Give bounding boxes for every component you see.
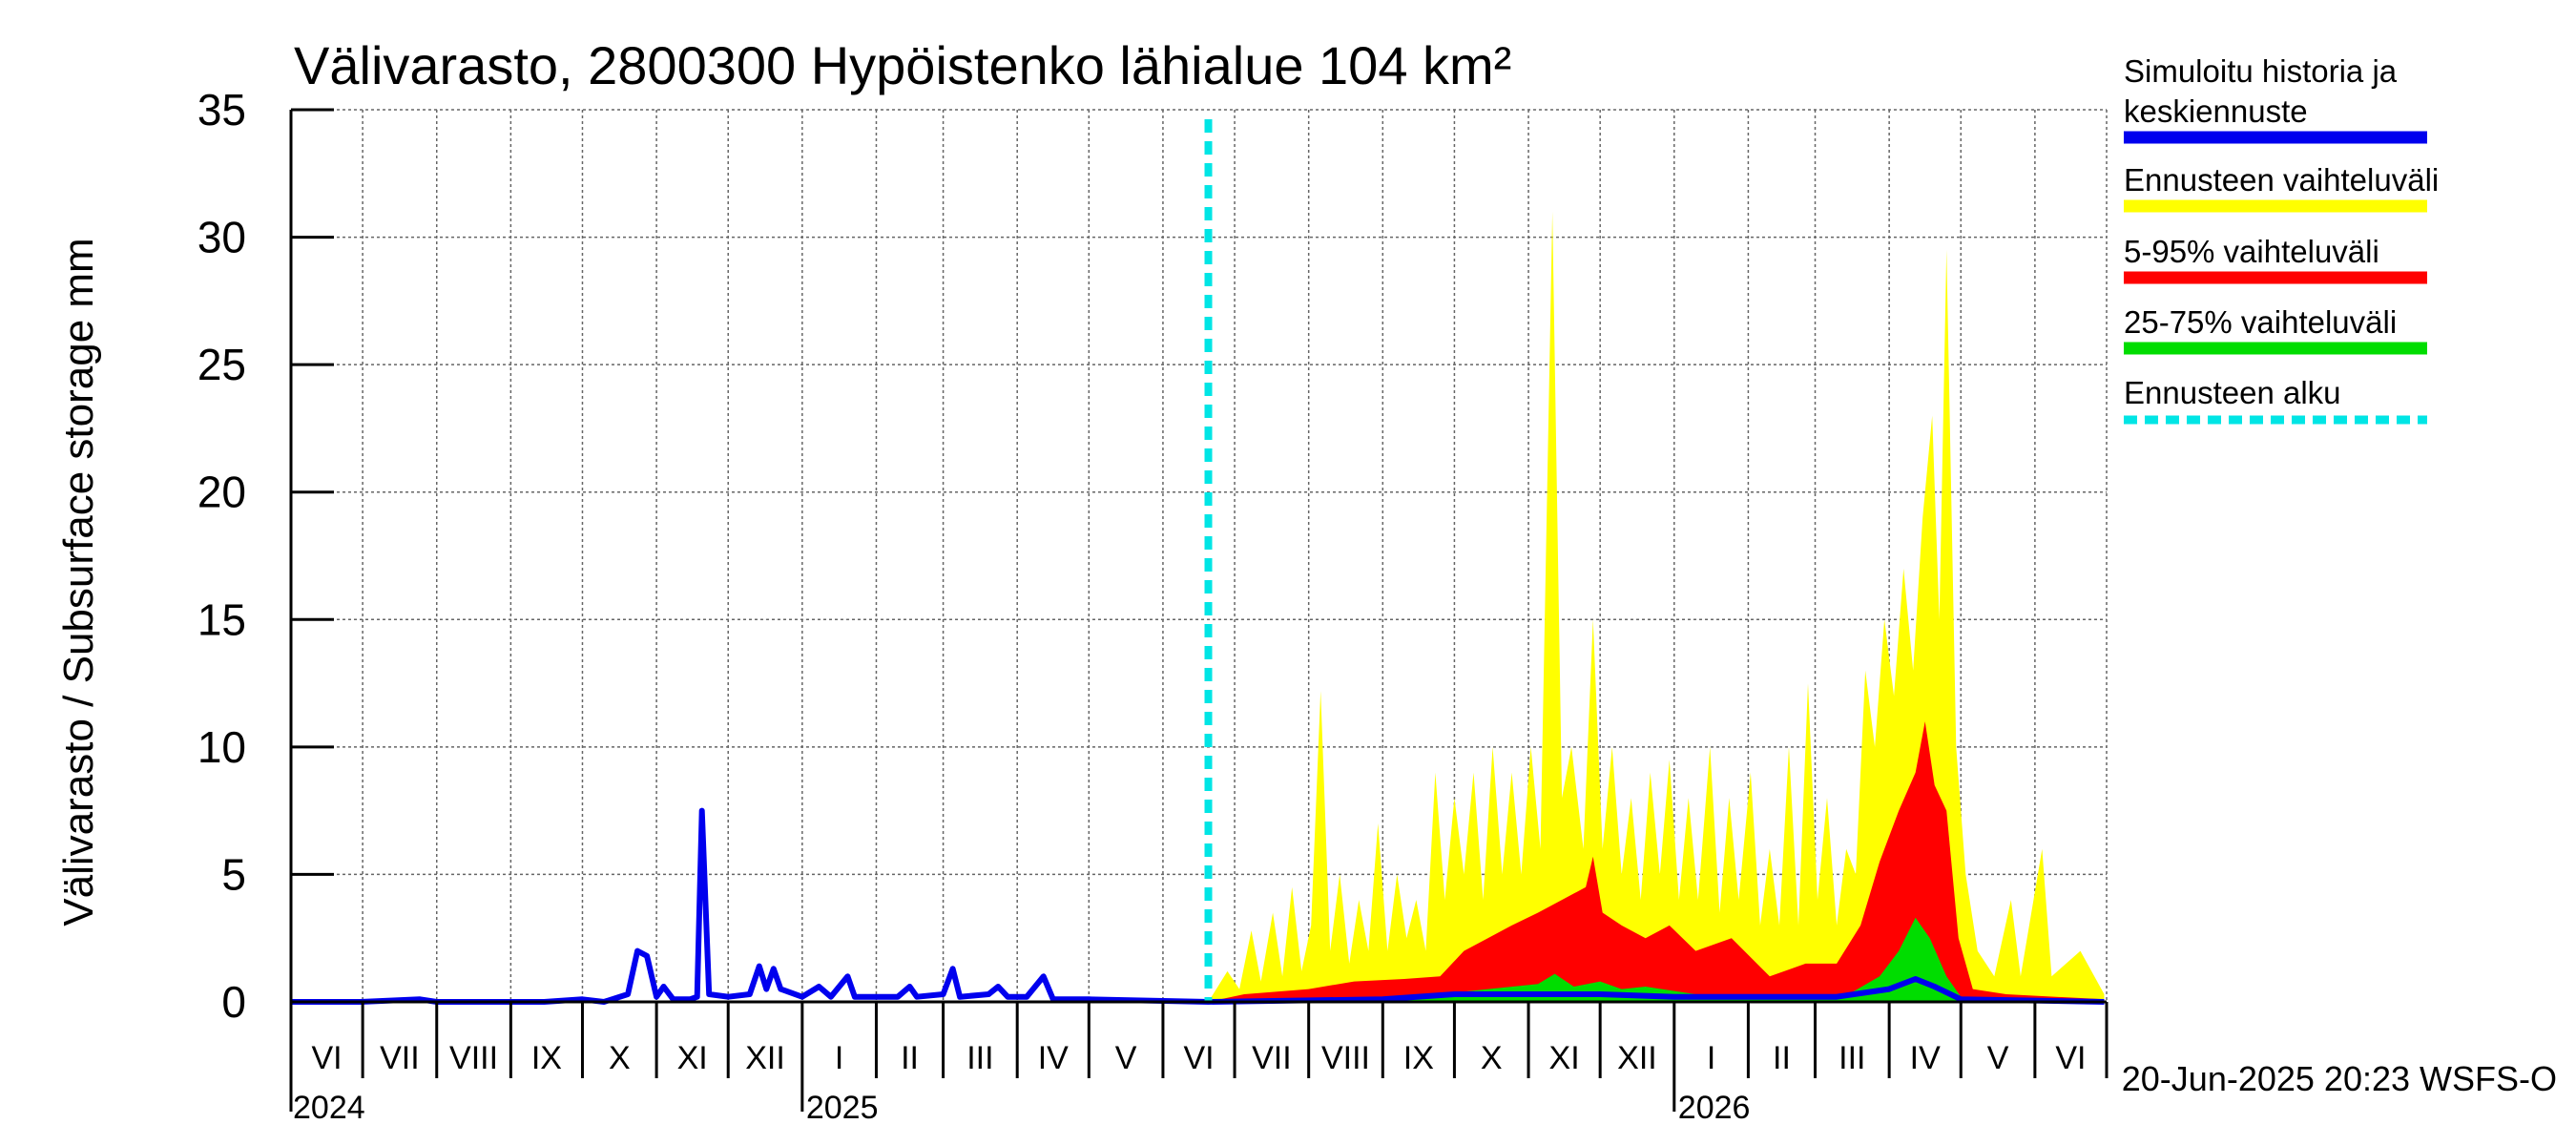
month-label: XII [745,1040,785,1076]
y-tick-label: 5 [221,849,246,899]
month-label: X [1481,1040,1503,1076]
y-tick-label: 15 [197,594,246,644]
month-label: XI [677,1040,708,1076]
month-label: I [835,1040,843,1076]
legend-25-75-label: 25-75% vaihteluväli [2124,304,2397,340]
legend-history-label: keskiennuste [2124,94,2308,129]
y-tick-label: 0 [221,977,246,1027]
month-label: VI [311,1040,342,1076]
year-label: 2024 [293,1090,365,1126]
legend-history-label: Simuloitu historia ja [2124,53,2398,89]
month-label: IV [1910,1040,1941,1076]
chart-title: Välivarasto, 2800300 Hypöistenko lähialu… [294,35,1511,95]
month-label: X [609,1040,631,1076]
month-label: VI [1183,1040,1214,1076]
month-label: VII [380,1040,420,1076]
history-median-line [291,807,2105,1005]
y-tick-label: 20 [197,468,246,517]
legend-5-95-label: 5-95% vaihteluväli [2124,234,2379,269]
month-label: II [901,1040,919,1076]
legend-full-range-label: Ennusteen vaihteluväli [2124,162,2439,198]
month-label: IV [1038,1040,1069,1076]
data-areas [1208,211,2105,1002]
month-label: VIII [449,1040,498,1076]
data-lines [291,119,2105,1005]
range-5-95-area [1208,721,2105,1002]
month-label: V [1115,1040,1137,1076]
y-axis-label: Välivarasto / Subsurface storage mm [55,238,102,926]
legend-forecast-start-label: Ennusteen alku [2124,375,2341,410]
month-label: VIII [1321,1040,1370,1076]
month-label: VI [2055,1040,2086,1076]
footer-timestamp: 20-Jun-2025 20:23 WSFS-O [2122,1059,2557,1098]
y-tick-label: 10 [197,722,246,772]
grid-lines [291,109,2108,1002]
month-label: II [1773,1040,1791,1076]
range-25-75-area [1208,917,2105,1002]
month-label: I [1707,1040,1715,1076]
month-label: V [1987,1040,2009,1076]
month-label: XII [1617,1040,1657,1076]
month-label: VII [1252,1040,1292,1076]
y-tick-label: 35 [197,85,246,135]
range-full-area [1208,211,2105,1002]
y-tick-label: 30 [197,213,246,262]
month-label: III [966,1040,993,1076]
year-label: 2025 [806,1090,879,1126]
month-label: IX [1403,1040,1434,1076]
y-tick-label: 25 [197,340,246,389]
legend: Simuloitu historia ja keskiennuste Ennuste… [2124,53,2439,425]
month-label: IX [531,1040,562,1076]
month-label: III [1839,1040,1865,1076]
year-label: 2026 [1678,1090,1751,1126]
month-label: XI [1549,1040,1580,1076]
